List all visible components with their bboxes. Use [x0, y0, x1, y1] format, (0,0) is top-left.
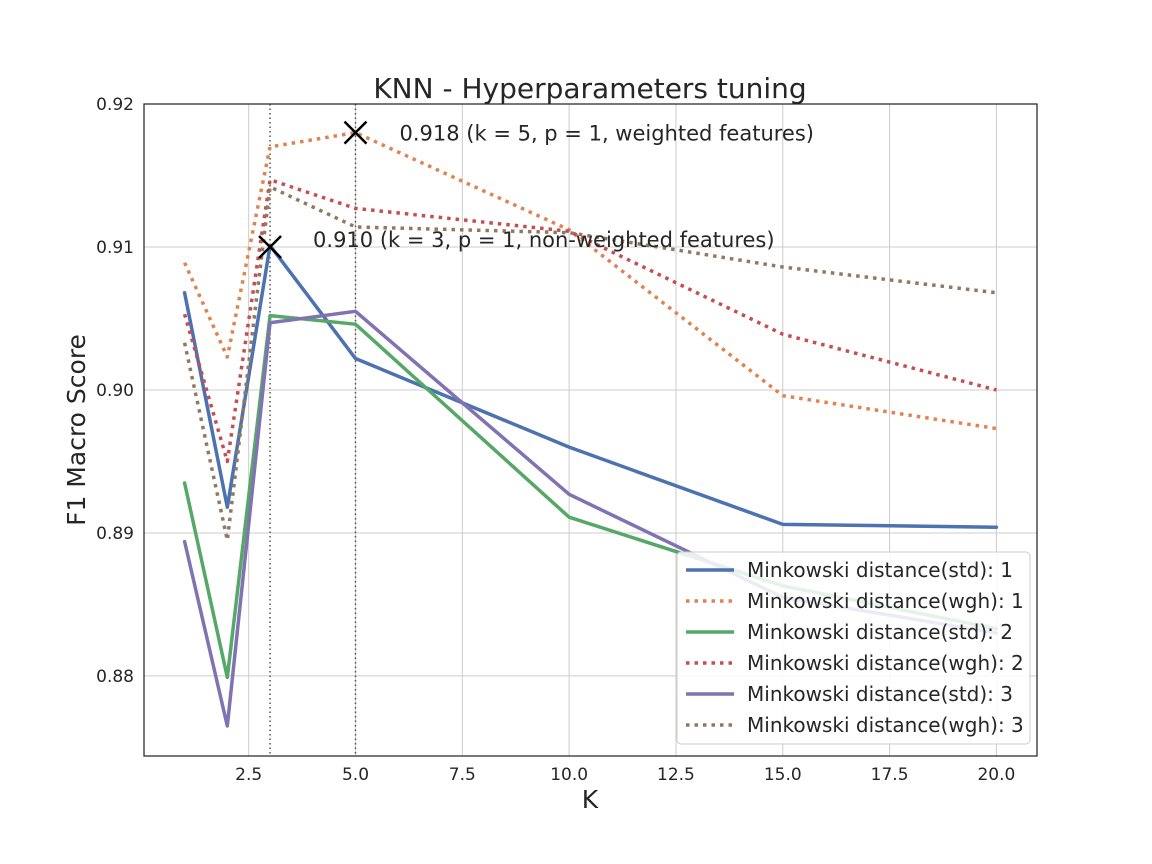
- legend-label: Minkowski distance(std): 3: [747, 682, 1013, 706]
- x-axis-label: K: [582, 785, 599, 814]
- annotation-marker: [343, 120, 368, 145]
- annotation-label: 0.918 (k = 5, p = 1, weighted features): [400, 122, 814, 146]
- legend-item: Minkowski distance(wgh): 3: [686, 713, 1024, 737]
- series-line: [182, 243, 999, 529]
- legend-box: [676, 551, 1031, 745]
- y-tick-label: 0.89: [96, 524, 134, 544]
- y-tick-label: 0.91: [96, 238, 134, 258]
- legend-label: Minkowski distance(wgh): 3: [747, 713, 1024, 737]
- x-tick-label: 5.0: [342, 765, 369, 785]
- series-6: [182, 185, 997, 542]
- legend-label: Minkowski distance(std): 2: [747, 620, 1013, 644]
- series-line: [182, 130, 997, 431]
- legend-item: Minkowski distance(std): 2: [686, 620, 1013, 644]
- series-1: [182, 243, 999, 529]
- y-tick-label: 0.90: [96, 381, 134, 401]
- y-tick-label: 0.92: [96, 95, 134, 115]
- chart-title: KNN - Hyperparameters tuning: [373, 72, 806, 105]
- y-axis-label: F1 Macro Score: [62, 334, 91, 526]
- legend-label: Minkowski distance(wgh): 1: [747, 589, 1024, 613]
- x-tick-label: 2.5: [235, 765, 262, 785]
- legend-item: Minkowski distance(std): 1: [686, 558, 1013, 582]
- series-line: [182, 178, 997, 464]
- legend-item: Minkowski distance(wgh): 2: [686, 651, 1024, 675]
- x-tick-label: 15.0: [764, 765, 802, 785]
- x-tick-label: 20.0: [977, 765, 1015, 785]
- plot-frame: [143, 103, 1038, 757]
- legend-item: Minkowski distance(wgh): 1: [686, 589, 1024, 613]
- series-4: [182, 178, 997, 464]
- x-tick-label: 17.5: [871, 765, 909, 785]
- series-2: [182, 130, 997, 431]
- series-line: [182, 185, 997, 542]
- legend-label: Minkowski distance(wgh): 2: [747, 651, 1024, 675]
- x-tick-label: 10.0: [550, 765, 588, 785]
- legend-item: Minkowski distance(std): 3: [686, 682, 1013, 706]
- x-tick-label: 7.5: [449, 765, 476, 785]
- legend-label: Minkowski distance(std): 1: [747, 558, 1013, 582]
- y-tick-label: 0.88: [96, 667, 134, 687]
- annotation-marker: [258, 235, 282, 259]
- annotation-label: 0.910 (k = 3, p = 1, non-weighted featur…: [313, 228, 775, 252]
- x-tick-label: 12.5: [657, 765, 695, 785]
